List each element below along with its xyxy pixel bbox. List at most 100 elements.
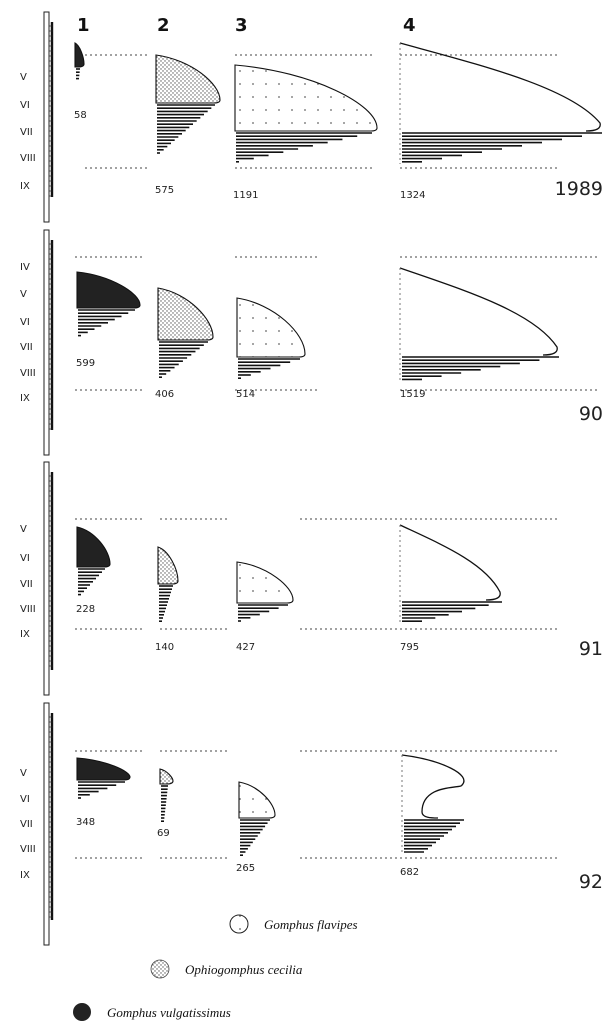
year-block-1992: V VI VII VIII IX 348 69 265 682 92 bbox=[20, 702, 603, 946]
month-label-vi: VI bbox=[20, 317, 30, 328]
column-headers: 1 2 3 4 bbox=[77, 15, 416, 36]
population-curve bbox=[399, 42, 601, 132]
month-label-v: V bbox=[20, 524, 27, 535]
count-label: 575 bbox=[155, 185, 174, 196]
panel-col-2-92: 69 bbox=[157, 768, 174, 839]
count-label: 228 bbox=[76, 604, 95, 615]
count-label: 599 bbox=[76, 358, 95, 369]
legend-item-gomphus-flavipes: Gomphus flavipes bbox=[229, 914, 358, 934]
legend-item-gomphus-vulgatissimus: Gomphus vulgatissimus bbox=[73, 1003, 231, 1021]
column-header-3: 3 bbox=[235, 15, 248, 36]
year-block-1990: IV V VI VII VIII IX 599 406 514 1519 90 bbox=[20, 229, 603, 456]
month-label-iv: IV bbox=[20, 262, 30, 273]
legend-item-ophiogomphus-cecilia: Ophiogomphus cecilia bbox=[150, 959, 303, 979]
month-label-ix: IX bbox=[20, 629, 30, 640]
column-header-2: 2 bbox=[157, 15, 170, 36]
year-label: 1989 bbox=[555, 178, 603, 200]
emergence-area bbox=[238, 781, 276, 819]
emergence-area bbox=[74, 42, 85, 68]
legend-label-gomphus-flavipes: Gomphus flavipes bbox=[264, 917, 358, 932]
panel-col-1-91: 228 bbox=[76, 526, 111, 615]
emergence-area bbox=[157, 287, 214, 341]
panel-col-2-1989: 575 bbox=[155, 54, 221, 196]
count-label: 58 bbox=[74, 110, 87, 121]
population-curve bbox=[399, 267, 558, 356]
emergence-area bbox=[157, 546, 179, 585]
month-label-ix: IX bbox=[20, 181, 30, 192]
month-label-v: V bbox=[20, 72, 27, 83]
legend: Gomphus flavipes Ophiogomphus cecilia Go… bbox=[73, 914, 358, 1021]
month-label-vii: VII bbox=[20, 127, 33, 138]
panel-col-1-92: 348 bbox=[76, 757, 131, 828]
legend-swatch-solid-black bbox=[73, 1003, 91, 1021]
month-axis-90: IV V VI VII VIII IX bbox=[20, 229, 54, 456]
emergence-area bbox=[155, 54, 221, 104]
legend-label-gomphus-vulgatissimus: Gomphus vulgatissimus bbox=[107, 1005, 231, 1020]
panel-col-1-90: 599 bbox=[76, 271, 141, 369]
emergence-area bbox=[76, 271, 141, 309]
month-label-viii: VIII bbox=[20, 844, 36, 855]
column-header-4: 4 bbox=[403, 15, 416, 36]
panel-col-3-1989: 1191 bbox=[233, 64, 378, 201]
count-label: 265 bbox=[236, 863, 255, 874]
month-label-vi: VI bbox=[20, 794, 30, 805]
population-curve bbox=[399, 524, 501, 601]
month-label-vii: VII bbox=[20, 579, 33, 590]
axis-rail bbox=[43, 11, 50, 223]
month-label-vii: VII bbox=[20, 342, 33, 353]
axis-rail bbox=[43, 229, 50, 456]
month-axis-91: V VI VII VIII IX bbox=[20, 461, 54, 696]
month-label-vii: VII bbox=[20, 819, 33, 830]
count-label: 1191 bbox=[233, 190, 258, 201]
legend-swatch-dotted-white bbox=[229, 914, 249, 934]
count-label: 69 bbox=[157, 828, 170, 839]
panel-col-4-90: 1519 bbox=[399, 267, 559, 400]
emergence-area bbox=[236, 297, 306, 358]
count-label: 1519 bbox=[400, 389, 425, 400]
legend-label-ophiogomphus-cecilia: Ophiogomphus cecilia bbox=[185, 962, 303, 977]
count-label: 427 bbox=[236, 642, 255, 653]
legend-swatch-dense-dotted bbox=[150, 959, 170, 979]
emergence-area bbox=[236, 561, 294, 604]
month-label-viii: VIII bbox=[20, 604, 36, 615]
month-label-vi: VI bbox=[20, 100, 30, 111]
count-label: 682 bbox=[400, 867, 419, 878]
month-label-vi: VI bbox=[20, 553, 30, 564]
axis-rail bbox=[43, 461, 50, 696]
panel-col-3-91: 427 bbox=[236, 561, 294, 653]
axis-rail bbox=[43, 702, 50, 946]
panel-col-3-90: 514 bbox=[236, 297, 306, 400]
count-label: 1324 bbox=[400, 190, 425, 201]
month-label-viii: VIII bbox=[20, 368, 36, 379]
column-header-1: 1 bbox=[77, 15, 90, 36]
year-label: 92 bbox=[579, 871, 603, 893]
panel-col-2-90: 406 bbox=[155, 287, 214, 400]
emergence-area bbox=[234, 64, 378, 132]
month-axis-92: V VI VII VIII IX bbox=[20, 702, 54, 946]
count-label: 514 bbox=[236, 389, 255, 400]
month-label-ix: IX bbox=[20, 870, 30, 881]
panel-col-2-91: 140 bbox=[155, 546, 179, 653]
count-label: 348 bbox=[76, 817, 95, 828]
panel-col-4-92: 682 bbox=[400, 754, 465, 878]
count-label: 406 bbox=[155, 389, 174, 400]
population-curve bbox=[401, 754, 465, 819]
count-label: 795 bbox=[400, 642, 419, 653]
year-label: 91 bbox=[579, 638, 603, 660]
month-label-viii: VIII bbox=[20, 153, 36, 164]
month-label-v: V bbox=[20, 768, 27, 779]
emergence-area bbox=[76, 757, 131, 781]
month-axis-1989: V VI VII VIII IX bbox=[20, 11, 54, 223]
count-label: 140 bbox=[155, 642, 174, 653]
panel-col-4-91: 795 bbox=[399, 524, 502, 653]
month-label-v: V bbox=[20, 289, 27, 300]
panel-col-1-1989: 58 bbox=[74, 42, 87, 121]
year-label: 90 bbox=[579, 403, 603, 425]
emergence-area bbox=[159, 768, 174, 785]
panel-col-3-92: 265 bbox=[236, 781, 276, 874]
emergence-area bbox=[76, 526, 111, 568]
month-label-ix: IX bbox=[20, 393, 30, 404]
year-block-1991: V VI VII VIII IX 228 140 427 795 91 bbox=[20, 461, 603, 696]
